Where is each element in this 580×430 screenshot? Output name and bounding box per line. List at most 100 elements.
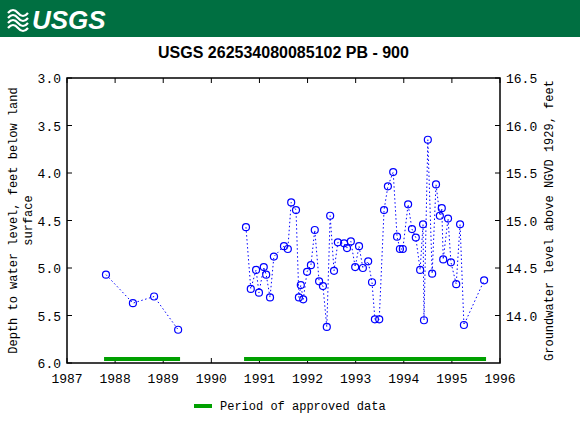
x-tick — [211, 358, 212, 363]
y-axis-label: surface — [22, 195, 36, 245]
x-tick-label: 1991 — [244, 372, 275, 387]
logo-wave — [8, 25, 28, 31]
data-point — [304, 268, 311, 275]
y-tick — [67, 78, 72, 79]
x-tick — [307, 78, 308, 83]
data-point — [390, 169, 397, 176]
legend-swatch — [194, 404, 212, 408]
y2-tick — [495, 125, 500, 126]
data-point — [369, 279, 376, 286]
data-point — [288, 199, 295, 206]
data-point — [267, 294, 274, 301]
y2-tick-label: 14.5 — [506, 262, 537, 277]
x-tick-label: 1994 — [388, 372, 419, 387]
y2-tick-label: 16.5 — [506, 72, 537, 87]
data-point — [327, 212, 334, 219]
title: USGS 262534080085102 PB - 900 — [158, 44, 409, 61]
data-point — [255, 289, 262, 296]
x-tick — [67, 78, 68, 83]
data-point — [295, 294, 302, 301]
data-point — [381, 207, 388, 214]
data-point — [424, 136, 431, 143]
x-tick — [259, 78, 260, 83]
x-tick-label: 1993 — [340, 372, 371, 387]
y-tick-label: 4.5 — [38, 215, 61, 230]
chart: USGSUSGS 262534080085102 PB - 9001987198… — [0, 0, 580, 430]
y2-tick-label: 16.0 — [506, 120, 537, 135]
data-point — [417, 266, 424, 273]
data-point — [420, 221, 427, 228]
x-tick-label: 1995 — [436, 372, 467, 387]
data-point — [300, 296, 307, 303]
y-tick-label: 3.5 — [38, 120, 61, 135]
data-point — [307, 262, 314, 269]
data-point — [408, 226, 415, 233]
x-tick — [163, 78, 164, 83]
header-banner — [0, 0, 580, 37]
data-point — [457, 221, 464, 228]
y2-tick — [495, 173, 500, 174]
y2-tick-label: 14.0 — [506, 310, 537, 325]
y-tick-label: 4.0 — [38, 167, 61, 182]
plot-frame — [67, 78, 500, 363]
data-point — [429, 270, 436, 277]
data-point — [436, 212, 443, 219]
data-point — [293, 207, 300, 214]
data-point — [316, 278, 323, 285]
data-point — [433, 181, 440, 188]
data-point — [344, 245, 351, 252]
y2-tick — [495, 78, 500, 79]
legend-label: Period of approved data — [220, 400, 386, 414]
data-point — [102, 271, 109, 278]
approved-period — [244, 357, 486, 361]
data-point — [447, 259, 454, 266]
y-tick-label: 5.5 — [38, 310, 61, 325]
data-point — [151, 293, 158, 300]
x-tick — [355, 78, 356, 83]
x-tick — [115, 78, 116, 83]
data-point — [175, 326, 182, 333]
y-tick-label: 6.0 — [38, 357, 61, 372]
y-tick — [67, 173, 72, 174]
data-point — [453, 281, 460, 288]
x-tick-label: 1990 — [196, 372, 227, 387]
data-point — [319, 283, 326, 290]
data-point — [420, 317, 427, 324]
data-point — [242, 224, 249, 231]
data-point — [284, 246, 291, 253]
data-point — [253, 266, 260, 273]
y-tick — [67, 125, 72, 126]
data-point — [384, 183, 391, 190]
data-point — [412, 234, 419, 241]
x-tick — [67, 358, 68, 363]
x-tick — [500, 78, 501, 83]
x-tick-label: 1996 — [484, 372, 515, 387]
data-point — [405, 201, 412, 208]
data-point — [460, 322, 467, 329]
x-tick-label: 1987 — [51, 372, 82, 387]
y-tick-label: 3.0 — [38, 72, 61, 87]
y2-tick-label: 15.0 — [506, 215, 537, 230]
y2-tick — [495, 220, 500, 221]
data-point — [263, 271, 270, 278]
y-tick — [67, 268, 72, 269]
x-tick-label: 1988 — [100, 372, 131, 387]
y2-tick — [495, 315, 500, 316]
y2-axis-label: Groundwater level above NGVD 1929, feet — [543, 80, 557, 361]
data-point — [394, 233, 401, 240]
approved-period — [104, 357, 180, 361]
data-point — [247, 285, 254, 292]
y-tick — [67, 315, 72, 316]
y2-tick-label: 15.5 — [506, 167, 537, 182]
data-point — [331, 267, 338, 274]
data-point — [297, 282, 304, 289]
data-point — [445, 215, 452, 222]
x-tick — [500, 358, 501, 363]
x-tick — [211, 78, 212, 83]
plot-area — [102, 136, 487, 361]
y-tick-label: 5.0 — [38, 262, 61, 277]
data-point — [399, 246, 406, 253]
x-tick — [451, 78, 452, 83]
x-tick-label: 1989 — [148, 372, 179, 387]
y2-tick — [495, 268, 500, 269]
